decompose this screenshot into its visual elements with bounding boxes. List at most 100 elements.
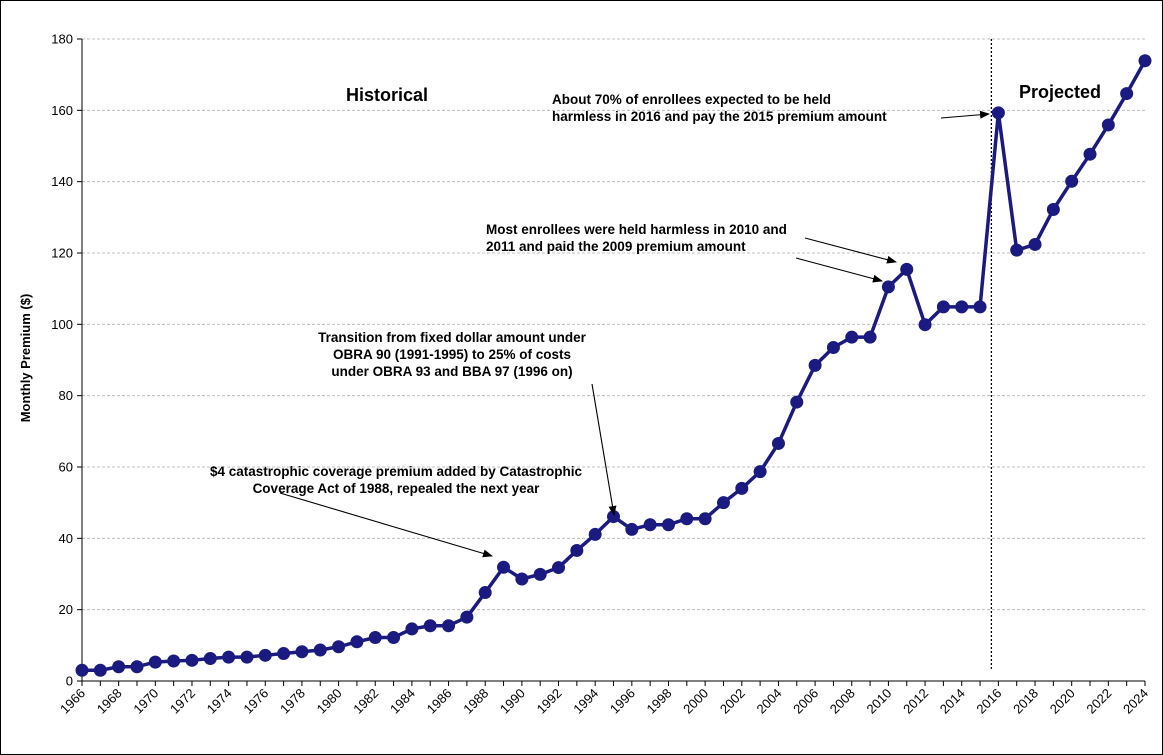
data-point-1987 [460,610,474,624]
data-point-2021 [1083,147,1097,161]
series-line [82,59,1147,673]
data-point-1996 [625,522,639,536]
annotation-line: 2011 and paid the 2009 premium amount [486,239,746,254]
data-point-2005 [790,395,804,409]
x-tick-label-2018: 2018 [1010,686,1041,717]
projected-label: Projected [1019,82,1101,102]
x-tick-label-2008: 2008 [827,686,858,717]
x-tick-label-2016: 2016 [973,686,1004,717]
annotation-arrow [940,110,990,119]
y-tick-label-100: 100 [51,317,73,332]
data-point-1968 [112,660,126,674]
data-point-1966 [75,663,89,677]
x-tick-label-1992: 1992 [534,686,565,717]
data-point-1978 [295,645,309,659]
data-point-1973 [203,652,217,666]
annotation-arrow [591,383,617,516]
data-point-2017 [1010,243,1024,257]
x-tick-label-2000: 2000 [680,686,711,717]
data-point-1967 [93,663,107,677]
annotation-line: harmless in 2016 and pay the 2015 premiu… [552,109,887,124]
data-point-1982 [368,630,382,644]
annotation-line: under OBRA 93 and BBA 97 (1996 on) [331,364,572,379]
x-tick-label-1994: 1994 [570,686,601,717]
x-tick-label-2024: 2024 [1120,686,1151,717]
data-point-2006 [808,358,822,372]
x-tick-label-2014: 2014 [937,686,968,717]
data-point-2000 [698,512,712,526]
data-point-2023 [1120,87,1134,101]
data-point-2003 [753,465,767,479]
annotation-arrow [804,237,897,264]
y-tick-label-80: 80 [59,388,73,403]
y-axis-label: Monthly Premium ($) [18,294,33,423]
data-point-2009 [863,330,877,344]
data-point-1983 [387,630,401,644]
data-point-2016 [991,106,1005,120]
x-tick-label-2004: 2004 [754,686,785,717]
data-point-1985 [423,619,437,633]
data-point-2015 [973,300,987,314]
y-tick-label-0: 0 [66,674,73,689]
annotation-arrow [795,257,883,283]
annotation-line: Coverage Act of 1988, repealed the next … [253,481,541,496]
data-point-2024 [1138,54,1152,68]
gridlines [82,38,1145,611]
data-point-1979 [313,643,327,657]
data-point-2010 [881,280,895,294]
x-tick-label-2006: 2006 [790,686,821,717]
data-point-2020 [1065,174,1079,188]
data-point-2022 [1101,118,1115,132]
data-point-2011 [900,262,914,276]
data-point-1974 [222,650,236,664]
x-tick-label-1978: 1978 [277,686,308,717]
x-tick-label-1982: 1982 [350,686,381,717]
data-point-1976 [258,648,272,662]
annotation-hold-harmless-2010: Most enrollees were held harmless in 201… [486,222,787,254]
x-tick-label-2020: 2020 [1047,686,1078,717]
x-tick-label-1976: 1976 [240,686,271,717]
data-point-1977 [277,647,291,661]
x-tick-label-1972: 1972 [167,686,198,717]
data-point-2004 [771,436,785,450]
x-tick-label-1974: 1974 [204,686,235,717]
annotation-hold-harmless-2016: About 70% of enrollees expected to be he… [552,92,887,124]
data-point-1989 [497,560,511,574]
x-tick-label-1970: 1970 [130,686,161,717]
series-premium [75,54,1152,677]
x-tick-label-1966: 1966 [57,686,88,717]
data-point-1972 [185,653,199,667]
x-tick-label-1980: 1980 [314,686,345,717]
data-point-2002 [735,481,749,495]
annotation-line: About 70% of enrollees expected to be he… [552,92,831,107]
x-tick-label-2012: 2012 [900,686,931,717]
x-tick-label-1986: 1986 [424,686,455,717]
x-tick-label-2010: 2010 [863,686,894,717]
data-point-1975 [240,650,254,664]
annotation-transition: Transition from fixed dollar amount unde… [318,330,587,379]
x-tick-label-1984: 1984 [387,686,418,717]
data-point-1986 [442,619,456,633]
data-point-1969 [130,660,144,674]
data-point-1990 [515,572,529,586]
annotation-catastrophic: $4 catastrophic coverage premium added b… [210,464,583,496]
data-point-1971 [167,654,181,668]
y-tick-label-160: 160 [51,103,73,118]
y-tick-label-180: 180 [51,32,73,47]
data-point-2014 [955,300,969,314]
data-point-2018 [1028,237,1042,251]
data-point-2012 [918,318,932,332]
x-tick-label-2022: 2022 [1083,686,1114,717]
y-tick-label-40: 40 [59,531,73,546]
data-point-1980 [332,640,346,654]
data-point-2013 [936,300,950,314]
annotation-line: Transition from fixed dollar amount unde… [318,330,587,345]
data-point-1970 [148,655,162,669]
annotations: $4 catastrophic coverage premium added b… [210,92,990,558]
annotation-line: Most enrollees were held harmless in 201… [486,222,787,237]
annotation-line: OBRA 90 (1991-1995) to 25% of costs [333,347,571,362]
data-point-1994 [588,527,602,541]
data-point-1991 [533,567,547,581]
